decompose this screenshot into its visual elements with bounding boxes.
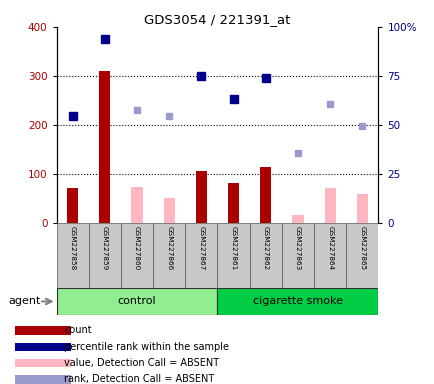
Bar bbox=[15, 326, 70, 335]
Text: GSM227859: GSM227859 bbox=[102, 226, 108, 270]
Bar bbox=[227, 182, 239, 223]
Text: count: count bbox=[64, 326, 92, 336]
Bar bbox=[281, 223, 313, 288]
Bar bbox=[217, 288, 378, 315]
Bar bbox=[56, 223, 89, 288]
Text: GSM227862: GSM227862 bbox=[262, 226, 268, 270]
Bar bbox=[260, 167, 271, 223]
Bar bbox=[153, 223, 185, 288]
Bar bbox=[195, 171, 207, 223]
Text: GSM227865: GSM227865 bbox=[358, 226, 365, 270]
Text: value, Detection Call = ABSENT: value, Detection Call = ABSENT bbox=[64, 358, 219, 368]
Text: GSM227866: GSM227866 bbox=[166, 226, 172, 270]
Bar bbox=[313, 223, 345, 288]
Bar bbox=[249, 223, 281, 288]
Bar bbox=[345, 223, 378, 288]
Title: GDS3054 / 221391_at: GDS3054 / 221391_at bbox=[144, 13, 290, 26]
Text: GSM227863: GSM227863 bbox=[294, 226, 300, 270]
Bar bbox=[15, 343, 70, 351]
Bar bbox=[56, 288, 217, 315]
Text: cigarette smoke: cigarette smoke bbox=[253, 296, 342, 306]
Bar bbox=[121, 223, 153, 288]
Bar bbox=[15, 375, 70, 384]
Text: GSM227861: GSM227861 bbox=[230, 226, 236, 270]
Bar bbox=[89, 223, 121, 288]
Text: GSM227867: GSM227867 bbox=[198, 226, 204, 270]
Bar bbox=[15, 359, 70, 367]
Bar bbox=[292, 215, 303, 223]
Text: control: control bbox=[118, 296, 156, 306]
Bar bbox=[185, 223, 217, 288]
Text: GSM227860: GSM227860 bbox=[134, 226, 140, 270]
Bar bbox=[356, 194, 367, 223]
Bar bbox=[131, 187, 142, 223]
Bar bbox=[67, 189, 78, 223]
Text: rank, Detection Call = ABSENT: rank, Detection Call = ABSENT bbox=[64, 374, 214, 384]
Text: percentile rank within the sample: percentile rank within the sample bbox=[64, 342, 229, 352]
Text: GSM227864: GSM227864 bbox=[326, 226, 332, 270]
Text: agent: agent bbox=[9, 296, 41, 306]
Bar bbox=[99, 71, 110, 223]
Bar bbox=[324, 189, 335, 223]
Bar bbox=[163, 198, 174, 223]
Text: GSM227858: GSM227858 bbox=[69, 226, 76, 270]
Bar bbox=[217, 223, 249, 288]
